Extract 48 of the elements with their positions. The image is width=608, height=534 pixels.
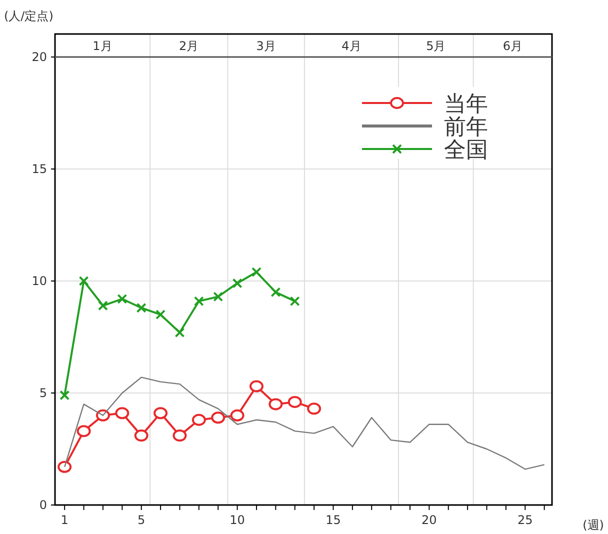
x-tick-label: 20 bbox=[422, 513, 437, 527]
legend-label: 全国 bbox=[444, 138, 488, 163]
point bbox=[134, 430, 148, 442]
legend-label: 前年 bbox=[444, 115, 488, 140]
point bbox=[194, 296, 204, 306]
x-tick-label: 10 bbox=[230, 513, 245, 527]
y-tick-label: 0 bbox=[39, 498, 47, 512]
point bbox=[136, 302, 146, 313]
point bbox=[251, 267, 262, 278]
point bbox=[268, 398, 283, 410]
x-axis-title: (週) bbox=[582, 518, 604, 532]
text: 5月 bbox=[426, 39, 446, 53]
point bbox=[78, 276, 89, 286]
point bbox=[98, 300, 108, 311]
point bbox=[58, 460, 72, 473]
point bbox=[249, 380, 264, 392]
point bbox=[270, 287, 281, 298]
point bbox=[76, 425, 91, 438]
point bbox=[192, 414, 206, 426]
point bbox=[117, 294, 128, 304]
x-tick-label: 5 bbox=[138, 513, 146, 527]
point bbox=[232, 278, 242, 288]
point bbox=[290, 296, 300, 306]
text: 2月 bbox=[179, 39, 199, 53]
point bbox=[174, 328, 185, 338]
x-tick-label: 1 bbox=[60, 513, 68, 527]
y-tick-label: 5 bbox=[39, 386, 47, 400]
point bbox=[172, 430, 187, 442]
text: 4月 bbox=[342, 39, 362, 53]
point bbox=[288, 396, 302, 408]
text: 1月 bbox=[92, 39, 112, 53]
y-axis-title: (人/定点) bbox=[4, 9, 54, 23]
point bbox=[115, 407, 130, 420]
y-tick-label: 20 bbox=[32, 50, 47, 64]
text: 6月 bbox=[502, 39, 522, 53]
text: 3月 bbox=[256, 39, 276, 53]
point bbox=[154, 407, 168, 420]
legend-label: 当年 bbox=[444, 92, 488, 117]
x-tick-label: 15 bbox=[326, 513, 341, 527]
x-tick-label: 25 bbox=[517, 513, 533, 527]
point bbox=[213, 292, 224, 302]
point bbox=[307, 402, 322, 415]
point bbox=[60, 390, 70, 400]
y-tick-label: 10 bbox=[32, 274, 47, 288]
y-tick-label: 15 bbox=[32, 162, 47, 176]
point bbox=[230, 409, 244, 422]
point bbox=[211, 412, 226, 424]
point bbox=[156, 310, 166, 320]
